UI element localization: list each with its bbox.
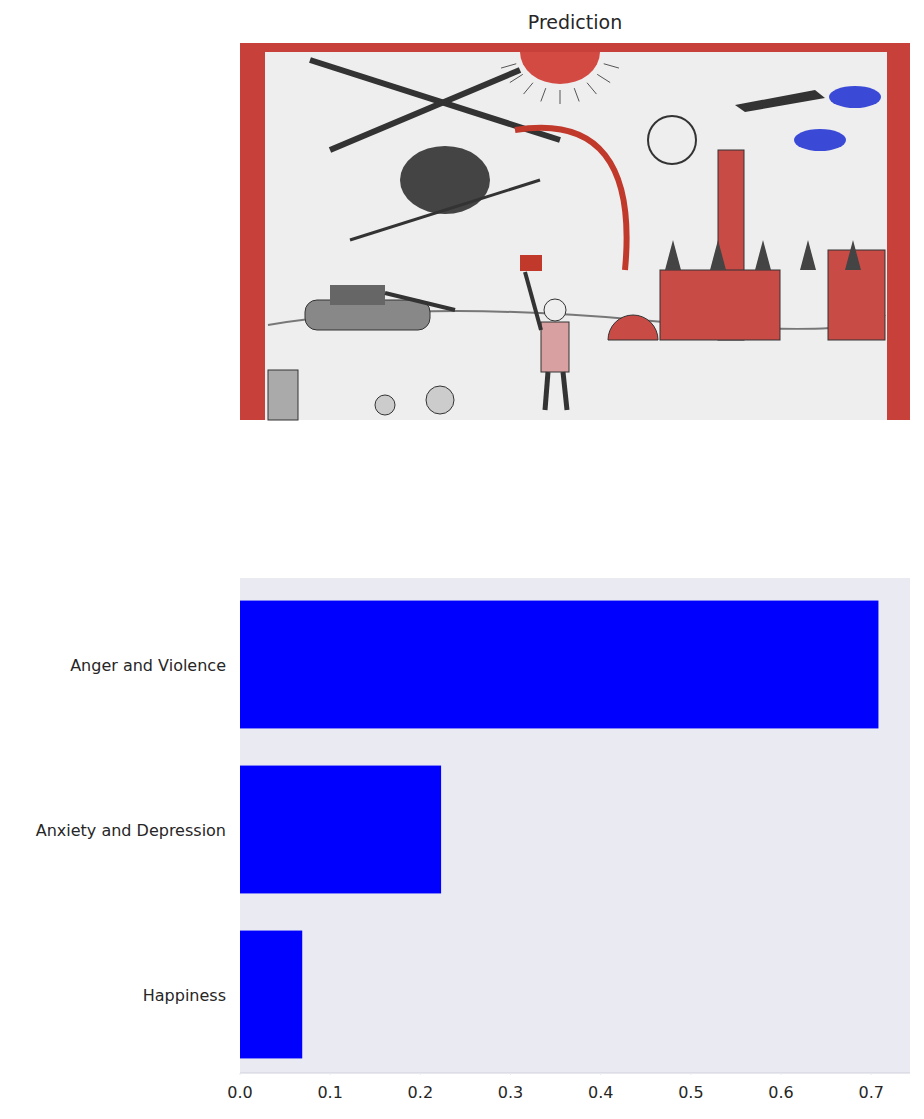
tick-mark [420,1073,421,1075]
tick-mark [510,1073,511,1075]
sun-ray [541,88,546,101]
bar [240,766,441,894]
figure: Prediction Anger and Violence Anxiety and … [0,0,924,1119]
dome [608,315,658,340]
drawing-paper [265,52,887,420]
plot-area [240,578,910,1073]
jet [735,90,825,112]
tick-mark [330,1073,331,1075]
tank-gun [385,293,455,310]
category-label: Anxiety and Depression [36,821,226,840]
flag [520,255,542,271]
tick-mark [781,1073,782,1075]
tick-label: 0.1 [317,1083,342,1102]
sun-ray [524,83,533,94]
tick-label: 0.5 [678,1083,703,1102]
tick-label: 0.6 [768,1083,793,1102]
tank-turret [330,285,385,305]
sun-ray [501,64,516,68]
flames [665,240,681,270]
drawing [240,43,910,420]
tick-mark [600,1073,601,1075]
tick-label: 0.3 [498,1083,523,1102]
rubble [375,395,395,415]
tick-label: 0.7 [858,1083,883,1102]
tick-label: 0.2 [408,1083,433,1102]
bar [240,931,302,1059]
helicopter [400,146,490,214]
x-axis [240,1073,910,1074]
drawing-frame [240,43,910,420]
rubble [426,386,454,414]
title: Prediction [528,11,622,33]
vehicle [268,370,298,420]
tick-label: 0.0 [227,1083,252,1102]
emblem [648,116,696,164]
person-arm [525,272,541,330]
sun-ray [560,90,561,104]
flames [710,240,726,270]
building [660,270,780,340]
person-head [544,299,566,321]
cloud [829,86,881,108]
tick-mark [871,1073,872,1075]
wing [350,180,540,240]
tick-label: 0.4 [588,1083,613,1102]
flames [800,240,816,270]
category-label: Anger and Violence [70,656,226,675]
flames [755,240,771,270]
category-label: Happiness [143,986,226,1005]
person-body [541,322,569,372]
rotor [330,70,520,150]
cloud [794,129,846,151]
sun-ray [604,64,619,68]
sun [520,52,600,84]
person-leg [563,372,567,410]
missile-trail [515,128,627,270]
person-leg [545,372,548,410]
tick-mark [240,1073,241,1075]
tick-mark [690,1073,691,1075]
bars [240,601,878,1059]
sun-ray [587,83,596,94]
bar [240,601,878,729]
flames [845,240,861,270]
sun-ray [574,88,579,101]
sun-ray [597,74,610,82]
